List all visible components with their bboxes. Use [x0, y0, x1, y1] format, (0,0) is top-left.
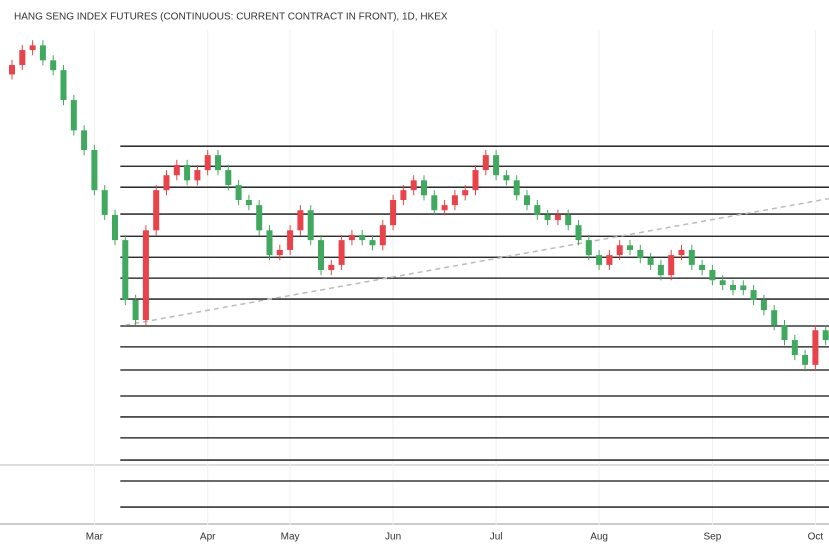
candle-body [771, 310, 778, 326]
candle-body [266, 230, 273, 256]
candle-body [575, 225, 582, 241]
candle-body [50, 60, 57, 71]
candle-body [112, 214, 118, 241]
candle-body [493, 155, 500, 176]
candle-body [235, 185, 242, 200]
candle-body [627, 245, 633, 250]
candle-body [709, 270, 716, 281]
candle-body [421, 180, 427, 196]
candle-body [781, 325, 788, 341]
x-tick-label: Aug [590, 532, 608, 543]
candle-body [740, 285, 747, 291]
x-tick-label: Apr [200, 532, 216, 543]
candle-body [719, 280, 726, 285]
candle-body [276, 249, 283, 256]
candle-body [287, 230, 294, 250]
candle-body [616, 245, 623, 256]
candle-body [534, 205, 541, 215]
candle-body [70, 100, 77, 131]
candle-body [472, 170, 479, 191]
candle-body [39, 45, 46, 61]
candle-body [678, 249, 685, 256]
candle-body [194, 170, 201, 181]
candle-body [441, 205, 448, 211]
candle-body [9, 65, 15, 75]
candle-body [760, 299, 767, 311]
candle-body [647, 258, 654, 265]
candle-body [225, 170, 232, 186]
candle-body [318, 240, 324, 271]
x-tick-label: Mar [86, 532, 104, 543]
candle-body [132, 299, 139, 320]
candle-body [348, 235, 355, 241]
candle-body [668, 255, 675, 276]
candle-body [482, 155, 489, 171]
candle-body [400, 190, 407, 200]
x-tick-label: Oct [808, 532, 824, 543]
candle-body [802, 355, 809, 365]
candle-body [153, 190, 160, 231]
candle-body [513, 180, 520, 196]
candle-body [369, 240, 376, 246]
candle-body [637, 249, 644, 259]
candle-body [29, 45, 36, 51]
x-tick-label: Jun [385, 532, 401, 543]
trendline [125, 197, 829, 326]
candle-body [245, 199, 252, 206]
candle-body [60, 70, 67, 101]
candle-body [256, 205, 263, 231]
candle-body [338, 240, 345, 265]
candle-body [596, 255, 603, 265]
candle-body [91, 150, 98, 191]
candle-body [565, 214, 572, 226]
chart-title: HANG SENG INDEX FUTURES (CONTINUOUS: CUR… [14, 12, 448, 23]
candle-body [81, 130, 88, 151]
candle-body [657, 264, 664, 276]
candle-body [462, 190, 469, 196]
candle-body [585, 240, 592, 256]
candle-body [524, 195, 530, 206]
candle-body [184, 164, 191, 181]
candle-body [791, 340, 798, 356]
candle-body [544, 214, 551, 221]
candle-body [688, 249, 695, 265]
candle-body [142, 230, 149, 320]
candle-body [699, 264, 706, 271]
candle-body [390, 199, 397, 226]
candle-body [822, 330, 829, 341]
candle-body [431, 195, 438, 211]
x-tick-label: Jul [490, 532, 503, 543]
candle-body [359, 235, 366, 241]
candle-body [163, 175, 170, 191]
candle-body [554, 214, 561, 221]
candle-body [750, 290, 757, 300]
candle-body [410, 180, 417, 191]
candle-body [204, 155, 211, 171]
candle-body [812, 330, 819, 365]
candle-body [503, 175, 510, 181]
candle-body [122, 240, 129, 300]
candle-body [101, 190, 108, 215]
candle-body [730, 284, 736, 291]
candle-body [297, 210, 304, 231]
candle-body [19, 50, 26, 66]
x-tick-label: Sep [704, 532, 722, 543]
candle-body [606, 255, 613, 265]
candle-body [173, 164, 180, 176]
candle-body [451, 195, 458, 206]
candle-body [328, 264, 335, 271]
candle-body [379, 225, 386, 246]
x-tick-label: May [281, 532, 300, 543]
candle-body [215, 155, 221, 171]
candle-body [307, 210, 314, 241]
